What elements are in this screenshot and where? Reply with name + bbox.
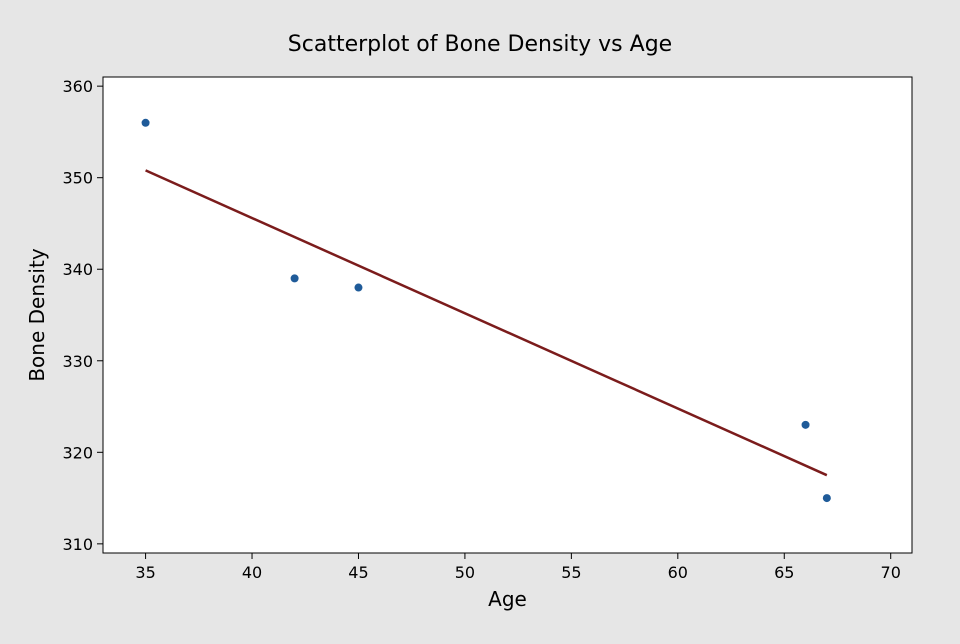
y-tick-label: 340 (62, 260, 93, 279)
x-tick-label: 45 (348, 563, 368, 582)
y-axis-label: Bone Density (25, 248, 49, 381)
data-point (354, 283, 363, 292)
x-tick-label: 40 (242, 563, 262, 582)
scatter-points (141, 118, 831, 503)
plot-area (102, 76, 913, 554)
x-tick-label: 60 (668, 563, 688, 582)
data-point (801, 420, 810, 429)
y-tick-label: 330 (62, 352, 93, 371)
fit-lines (145, 169, 828, 477)
x-axis-ticks: 35 40 45 50 55 60 65 70 (135, 553, 901, 582)
y-tick-label: 310 (62, 535, 93, 554)
x-tick-label: 55 (561, 563, 581, 582)
x-tick-label: 35 (135, 563, 155, 582)
x-tick-label: 70 (881, 563, 901, 582)
x-tick-label: 50 (455, 563, 475, 582)
data-point (822, 494, 831, 503)
data-point (290, 274, 299, 283)
x-tick-label: 65 (774, 563, 794, 582)
x-axis-label: Age (488, 587, 527, 611)
y-tick-label: 320 (62, 443, 93, 462)
regression-line (145, 169, 828, 477)
chart-title: Scatterplot of Bone Density vs Age (288, 32, 672, 57)
data-point (141, 118, 150, 127)
y-tick-label: 350 (62, 169, 93, 188)
y-axis-ticks: 310 320 330 340 350 360 (62, 77, 103, 554)
y-tick-label: 360 (62, 77, 93, 96)
